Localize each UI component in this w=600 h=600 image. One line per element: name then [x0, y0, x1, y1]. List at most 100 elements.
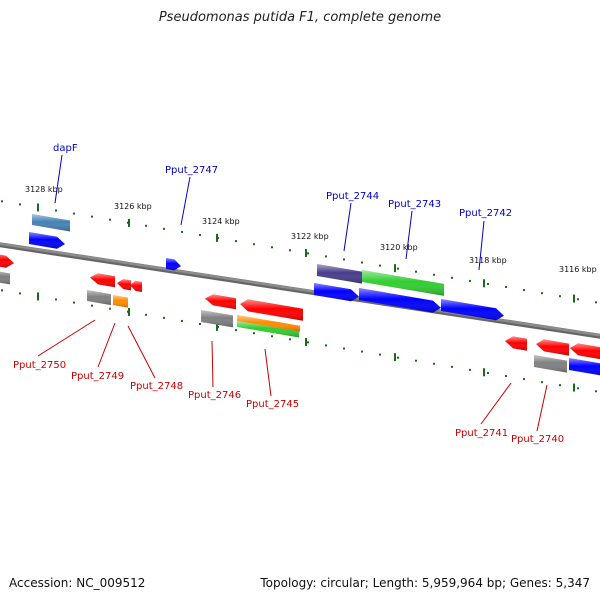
gene-label-reverse[interactable]: Pput_2746	[188, 390, 241, 401]
ruler-dot-lower	[289, 338, 291, 341]
ruler-dot-lower	[109, 307, 111, 310]
label-leader-line	[127, 325, 156, 379]
feature-pput2743-misc	[362, 270, 444, 296]
ruler-tick-label: 3128 kbp	[25, 185, 63, 194]
ruler-dot-upper	[145, 224, 147, 227]
ruler-dot-lower	[235, 329, 237, 332]
ruler-dot-upper	[109, 218, 111, 221]
ruler-tick-upper	[216, 233, 218, 242]
ruler-dot-lower	[181, 319, 183, 322]
ruler-dot-upper	[541, 292, 543, 295]
ruler-dot-lower	[415, 359, 417, 362]
ruler-dot-upper	[325, 255, 327, 258]
ruler-tick-upper	[128, 218, 130, 227]
label-leader-line	[405, 210, 413, 260]
ruler-tick-lower	[483, 368, 485, 377]
ruler-dot-upper	[577, 298, 579, 301]
feature-pput2746-gene	[205, 294, 236, 310]
feature-pput2750-rna	[87, 290, 111, 306]
ruler-dot-lower	[163, 316, 165, 319]
label-leader-line	[536, 384, 548, 432]
feature-edge-left-rna	[0, 271, 10, 285]
ruler-dot-upper	[307, 252, 309, 255]
ruler-dot-lower	[343, 347, 345, 350]
ruler-dot-upper	[595, 301, 597, 304]
label-leader-line	[478, 220, 485, 271]
feature-pput2740-rna	[534, 355, 567, 373]
ruler-tick-label: 3118 kbp	[469, 256, 507, 265]
ruler-dot-lower	[559, 384, 561, 387]
ruler-dot-upper	[163, 227, 165, 230]
feature-pput2740-gene	[536, 339, 569, 356]
ruler-dot-upper	[271, 246, 273, 249]
feature-pput2745-misc-2	[237, 321, 299, 338]
ruler-dot-lower	[55, 298, 57, 301]
ruler-dot-lower	[379, 353, 381, 356]
ruler-dot-upper	[487, 282, 489, 285]
gene-label-reverse[interactable]: Pput_2748	[130, 381, 183, 392]
ruler-dot-upper	[379, 264, 381, 267]
ruler-tick-lower	[394, 353, 396, 362]
ruler-dot-lower	[307, 341, 309, 344]
ruler-dot-upper	[19, 203, 21, 206]
gene-label-reverse[interactable]: Pput_2741	[455, 428, 508, 439]
gene-label-reverse[interactable]: Pput_2740	[511, 434, 564, 445]
ruler-tick-lower	[37, 292, 39, 301]
feature-dapf-cds	[29, 232, 65, 249]
ruler-dot-lower	[1, 289, 3, 292]
ruler-tick-upper	[37, 203, 39, 212]
ruler-dot-upper	[289, 249, 291, 252]
ruler-tick-label: 3122 kbp	[291, 232, 329, 241]
ruler-dot-upper	[343, 258, 345, 261]
feature-pput2748-gene	[130, 280, 142, 292]
ruler-tick-lower	[305, 338, 307, 347]
ruler-dot-upper	[505, 286, 507, 289]
ruler-dot-lower	[73, 301, 75, 304]
label-leader-line	[180, 176, 191, 226]
ruler-tick-label: 3126 kbp	[114, 202, 152, 211]
ruler-dot-upper	[523, 289, 525, 292]
accession-text: Accession: NC_009512	[9, 576, 146, 590]
gene-label-forward[interactable]: dapF	[53, 143, 78, 154]
ruler-dot-lower	[469, 368, 471, 371]
feature-pput2749-gene	[117, 279, 131, 291]
ruler-tick-lower	[128, 307, 130, 316]
feature-pput2742-cds	[441, 299, 504, 321]
ruler-dot-upper	[433, 273, 435, 276]
ruler-dot-lower	[325, 344, 327, 347]
ruler-dot-upper	[469, 279, 471, 282]
gene-label-reverse[interactable]: Pput_2750	[13, 360, 66, 371]
ruler-tick-upper	[483, 279, 485, 288]
ruler-tick-lower	[216, 322, 218, 331]
gene-label-reverse[interactable]: Pput_2745	[246, 399, 299, 410]
feature-edge-left-gene	[0, 254, 14, 268]
gene-label-reverse[interactable]: Pput_2749	[71, 371, 124, 382]
label-leader-line	[54, 154, 63, 204]
ruler-dot-lower	[271, 335, 273, 338]
feature-pput2745-misc	[237, 315, 300, 332]
ruler-dot-lower	[595, 390, 597, 393]
ruler-dot-lower	[199, 323, 201, 325]
feature-pput2747-cds	[166, 258, 181, 271]
ruler-tick-label: 3116 kbp	[559, 265, 597, 274]
label-leader-line	[211, 340, 214, 388]
ruler-dot-upper	[181, 230, 183, 233]
ruler-dot-upper	[91, 215, 93, 218]
label-leader-line	[97, 322, 116, 368]
ruler-dot-upper	[235, 240, 237, 243]
gene-label-forward[interactable]: Pput_2744	[326, 191, 379, 202]
ruler-tick-label: 3124 kbp	[202, 217, 240, 226]
gene-label-forward[interactable]: Pput_2742	[459, 208, 512, 219]
feature-pput2744-cds	[314, 283, 359, 302]
ruler-tick-label: 3120 kbp	[380, 243, 418, 252]
gene-label-forward[interactable]: Pput_2747	[165, 165, 218, 176]
label-leader-line	[480, 382, 512, 425]
feature-pput2741-gene	[505, 336, 527, 351]
ruler-dot-lower	[145, 313, 147, 316]
ruler-dot-upper	[55, 209, 57, 212]
ruler-tick-upper	[305, 249, 307, 258]
gene-label-forward[interactable]: Pput_2743	[388, 199, 441, 210]
ruler-dot-upper	[1, 200, 3, 203]
feature-edge-right-cds	[569, 358, 600, 376]
